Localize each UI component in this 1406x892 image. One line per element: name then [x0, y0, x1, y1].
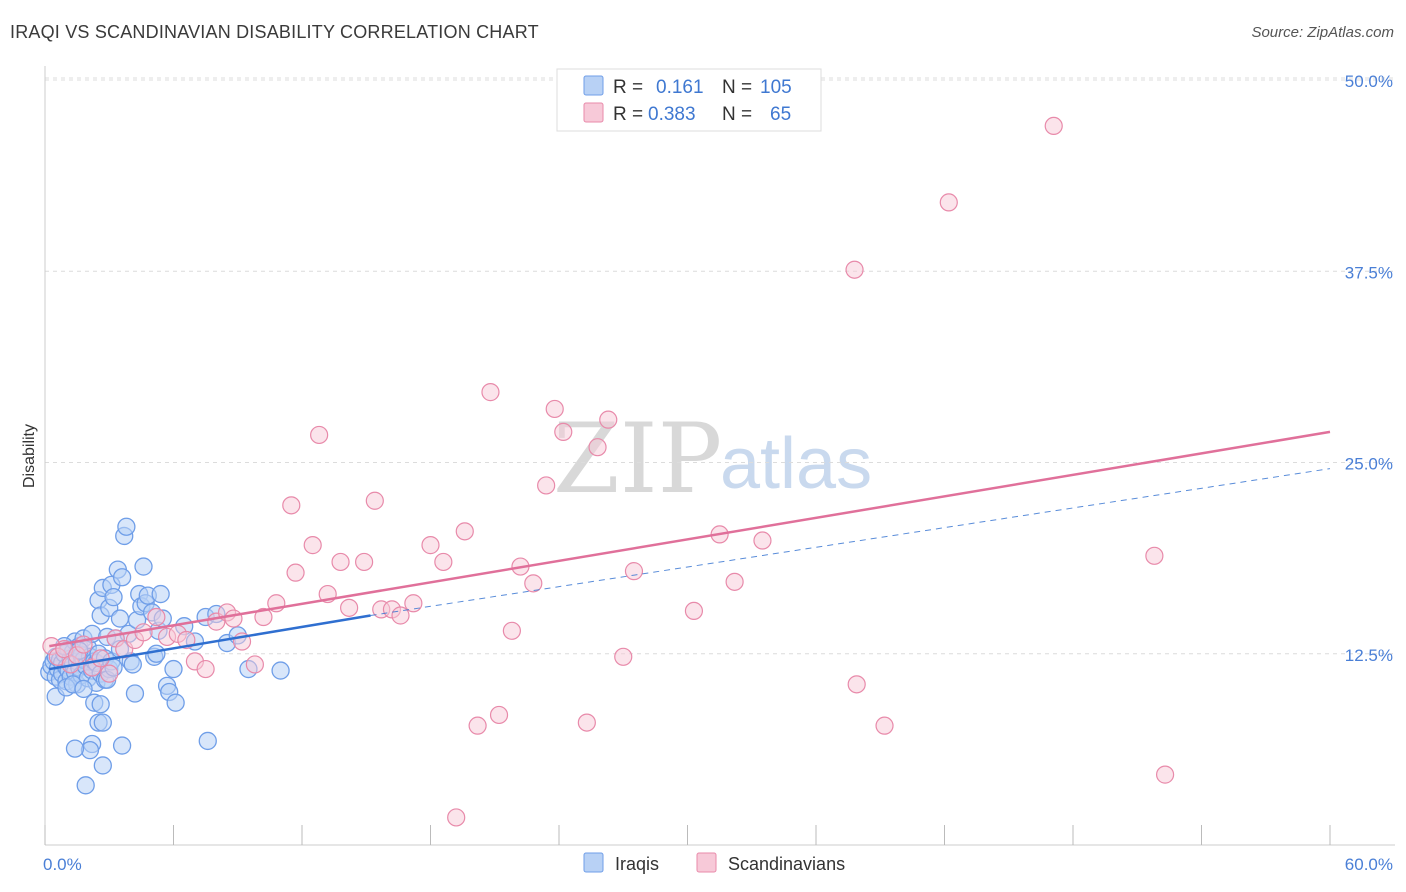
scandinavians-point-42	[455, 522, 474, 541]
bottom-legend-swatch-iraqis	[583, 852, 604, 873]
iraqis-point-92	[65, 739, 85, 758]
scandinavians-point-32	[340, 598, 359, 617]
source-credit: Source: ZipAtlas.com	[1251, 24, 1394, 41]
iraqis-point-85	[271, 661, 290, 680]
scandinavians-point-29	[310, 425, 329, 445]
bottom-legend-iraqis: Iraqis	[615, 854, 659, 874]
bottom-legend: Iraqis Scandinavians	[583, 852, 845, 874]
scandinavians-point-57	[684, 601, 704, 621]
iraqis-point-54	[112, 568, 132, 587]
iraqis-point-94	[93, 756, 112, 775]
scandinavians-point-52	[577, 713, 596, 732]
iraqis-trend-extension	[370, 468, 1331, 616]
iraqis-point-91	[80, 740, 100, 760]
y-tick-label-1: 25.0%	[1345, 455, 1393, 474]
legend-n-label-1: N =	[722, 77, 752, 98]
trend-lines	[49, 430, 1331, 671]
scandinavians-point-46	[502, 621, 521, 640]
scandinavians-point-43	[468, 716, 487, 735]
gridlines	[45, 77, 1395, 655]
scandinavians-point-23	[245, 655, 264, 674]
iraqis-point-75	[164, 659, 183, 679]
scandinavians-point-39	[421, 536, 440, 555]
x-tick-label-1: 60.0%	[1345, 855, 1393, 874]
iraqis-point-99	[74, 679, 93, 699]
y-tick-label-0: 12.5%	[1345, 646, 1393, 665]
scandinavians-point-66	[1145, 546, 1164, 565]
scandinavians-point-27	[286, 563, 305, 582]
scandinavians-point-67	[1155, 765, 1175, 784]
scandinavians-trend-line	[49, 430, 1331, 648]
chart-title: IRAQI VS SCANDINAVIAN DISABILITY CORRELA…	[10, 22, 539, 42]
x-tick-label-0: 0.0%	[43, 855, 82, 874]
scandinavians-point-56	[624, 562, 644, 581]
scandinavians-point-26	[282, 496, 301, 515]
scandinavians-point-21	[224, 609, 243, 628]
scandinavians-point-34	[365, 491, 384, 510]
scandinavians-point-41	[447, 808, 466, 827]
scandinavians-point-38	[404, 594, 423, 613]
top-legend: R = 0.161 N = 105 R = 0.383 N = 65	[556, 68, 822, 132]
legend-n-label-2: N =	[722, 104, 752, 125]
legend-n-value-2: 65	[770, 104, 791, 125]
tick-labels: 12.5% 25.0% 37.5% 50.0% 0.0% 60.0%	[43, 72, 1393, 874]
legend-r-value-1: 0.161	[656, 77, 704, 98]
axes	[44, 66, 1395, 846]
iraqis-point-64	[134, 557, 153, 576]
y-tick-label-3: 50.0%	[1345, 72, 1393, 91]
scandinavians-point-54	[599, 410, 618, 429]
watermark-zip: ZIP	[553, 403, 722, 515]
y-tick-label-2: 37.5%	[1345, 263, 1393, 282]
iraqis-point-76	[166, 693, 185, 712]
legend-n-value-1: 105	[760, 77, 792, 98]
iraqis-point-88	[91, 695, 110, 714]
scandinavians-point-24	[254, 607, 273, 627]
scandinavians-points	[42, 116, 1175, 827]
legend-swatch-iraqis	[583, 75, 604, 96]
bottom-legend-swatch-scandinavians	[696, 852, 717, 873]
legend-r-value-2: 0.383	[648, 104, 696, 125]
iraqis-point-50	[104, 587, 123, 607]
scandinavians-point-64	[939, 193, 958, 212]
scandinavians-point-49	[537, 476, 556, 495]
scandinavians-point-8	[100, 664, 119, 683]
scandinavians-point-48	[524, 574, 543, 593]
iraqis-point-95	[112, 736, 132, 755]
iraqis-point-89	[93, 713, 112, 732]
scandinavians-point-45	[489, 705, 509, 725]
scandinavians-point-62	[847, 675, 866, 694]
scandinavians-point-50	[545, 399, 564, 419]
scandinavians-point-51	[554, 422, 573, 441]
bottom-legend-scandinavians: Scandinavians	[728, 854, 845, 874]
iraqis-point-93	[76, 776, 95, 795]
scandinavians-point-65	[1044, 116, 1063, 136]
scandinavians-point-44	[481, 383, 500, 402]
iraqis-point-80	[198, 731, 217, 751]
scandinavians-point-28	[303, 536, 322, 555]
scandinavians-point-31	[331, 552, 350, 572]
scandinavians-point-59	[725, 572, 744, 591]
legend-r-label-2: R =	[613, 104, 643, 125]
iraqis-point-56	[117, 517, 136, 536]
scandinavians-point-60	[753, 531, 772, 550]
scandinavians-point-18	[196, 659, 215, 679]
scandinavians-point-13	[147, 607, 166, 627]
iraqis-point-53	[110, 609, 130, 628]
scandinavians-point-40	[434, 552, 453, 572]
scandinavians-point-63	[875, 716, 894, 735]
legend-swatch-scandinavians	[583, 102, 604, 123]
iraqis-point-69	[147, 644, 166, 663]
scandinavians-point-33	[355, 552, 374, 572]
scandinavians-point-61	[845, 260, 864, 279]
iraqis-point-59	[123, 655, 142, 674]
scandinavians-point-53	[588, 438, 607, 457]
iraqis-point-60	[125, 684, 145, 703]
iraqis-point-71	[151, 584, 170, 604]
watermark-atlas: atlas	[720, 424, 872, 504]
legend-r-label-1: R =	[613, 77, 643, 98]
y-axis-label: Disability	[21, 424, 38, 488]
scandinavians-point-55	[614, 647, 633, 666]
iraqis-trend-line	[49, 614, 371, 671]
